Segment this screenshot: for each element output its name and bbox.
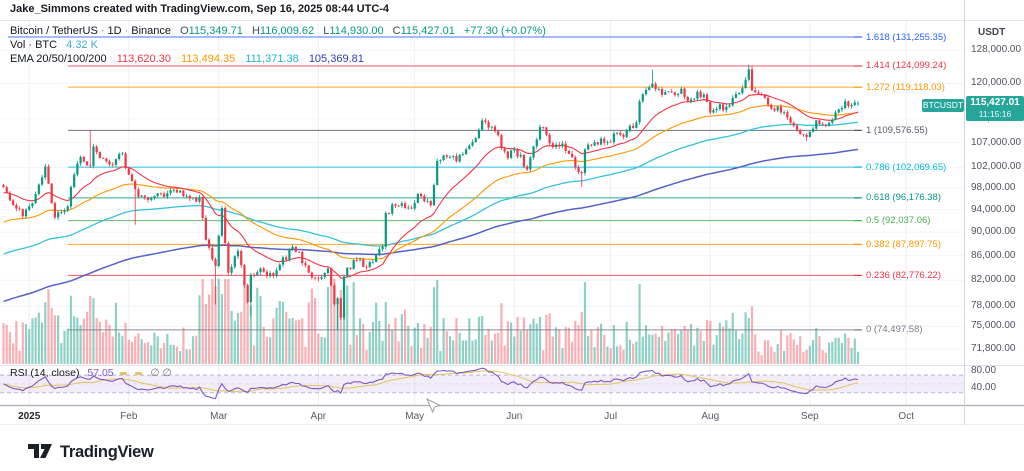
volume-bars-layer: [2, 279, 860, 364]
fib-label-0.236: 0.236 (82,776.22): [866, 269, 942, 281]
fib-label-0: 0 (74,497.58): [866, 324, 923, 336]
price-axis-tick: 120,000.00: [971, 77, 1022, 89]
volume-label: Vol · BTC: [10, 39, 58, 51]
rsi-pane: [0, 367, 964, 400]
fib-label-0.786: 0.786 (102,069.65): [866, 161, 947, 173]
time-axis-label-2025: 2025: [18, 411, 41, 422]
tradingview-logo[interactable]: TradingView: [28, 441, 154, 463]
time-axis-label-sep: Sep: [800, 411, 819, 422]
price-axis-tick: 82,000.00: [971, 274, 1016, 286]
fib-label-0.5: 0.5 (92,037.06): [866, 215, 931, 227]
open-value: 115,349.71: [188, 25, 243, 37]
candles-layer: [2, 64, 860, 330]
ema-100-line: [3, 121, 859, 255]
symbol-title: Bitcoin / TetherUS: [10, 25, 98, 37]
mouse-cursor-icon: [426, 397, 442, 414]
fib-label-1.414: 1.414 (124,099.24): [866, 60, 947, 72]
last-price-value: 115,427.01: [970, 97, 1020, 108]
ema100-value: 111,371.38: [245, 53, 299, 65]
rsi-axis-tick: 80.00: [971, 364, 997, 376]
price-axis-tick: 71,800.00: [971, 343, 1016, 354]
ema-label: EMA 20/50/100/200: [10, 53, 107, 65]
change-value: +77.30 (+0.07%): [463, 25, 546, 37]
time-axis-label-jul: Jul: [604, 411, 618, 422]
ema50-value: 113,494.35: [181, 53, 236, 65]
low-value: 114,930.00: [329, 25, 384, 37]
attribution-text: Jake_Simmons created with TradingView.co…: [10, 3, 390, 15]
price-axis-tick: 102,000.00: [971, 161, 1022, 173]
time-axis-label-may: May: [405, 411, 425, 422]
volume-legend-row[interactable]: Vol · BTC 4.32 K: [10, 38, 546, 52]
fib-label-1.272: 1.272 (119,118.03): [866, 81, 945, 93]
price-axis-tick: 107,000.00: [971, 136, 1022, 148]
fib-label-0.382: 0.382 (87,897.75): [866, 238, 942, 250]
high-key: H: [251, 25, 260, 37]
time-axis-label-oct: Oct: [898, 411, 914, 422]
price-axis-tick: 78,000.00: [971, 300, 1016, 312]
fib-label-1: 1 (109,576.55): [866, 124, 928, 136]
rsi-ma-line: [3, 370, 859, 393]
bar-countdown: 11:15:16: [978, 109, 1012, 119]
volume-value: 4.32 K: [66, 39, 98, 51]
rsi-ma-marker-icon: [119, 372, 127, 375]
ema-lines-layer: [3, 94, 859, 303]
rsi-label: RSI (14, close): [10, 367, 80, 379]
grid-layer: [0, 20, 964, 405]
legend-separator: ·: [100, 25, 105, 37]
price-axis-tick: 94,000.00: [971, 203, 1016, 215]
symbol-interval: 1D: [107, 25, 122, 37]
time-axis-label-mar: Mar: [210, 411, 228, 422]
open-key: O: [180, 25, 189, 37]
symbol-price-tag: BTCUSDT: [922, 99, 964, 112]
rsi-axis-tick: 40.00: [971, 382, 997, 394]
tradingview-logo-icon: [28, 443, 52, 458]
tradingview-logo-text: TradingView: [60, 442, 154, 461]
price-axis-tick: 90,000.00: [971, 226, 1016, 238]
fib-label-0.618: 0.618 (96,176.38): [866, 192, 942, 204]
symbol-exchange: Binance: [131, 25, 172, 37]
symbol-legend-row[interactable]: Bitcoin / TetherUS · 1D · Binance O115,349.7…: [10, 24, 546, 38]
close-value: 115,427.01: [400, 25, 455, 37]
price-axis-tick: 128,000.00: [971, 43, 1022, 55]
price-axis-tick: 86,000.00: [971, 249, 1016, 261]
rsi-band-marker-icon: [134, 372, 142, 375]
time-axis-label-jun: Jun: [506, 411, 523, 422]
low-key: L: [323, 25, 330, 37]
ema-legend-row[interactable]: EMA 20/50/100/200 113,620.30 113,494.35 …: [10, 52, 546, 66]
ema-50-line: [3, 105, 859, 260]
time-axis-label-apr: Apr: [310, 411, 327, 422]
rsi-empty-values: ∅ ∅: [150, 367, 172, 379]
ema-20-line: [3, 94, 859, 279]
ema200-value: 105,369.81: [308, 53, 364, 65]
rsi-legend-row[interactable]: RSI (14, close) 57.05 ∅ ∅: [10, 367, 172, 379]
ema20-value: 113,620.30: [116, 53, 171, 65]
pane-separators: [0, 0, 1024, 425]
legend-separator: ·: [124, 25, 129, 37]
fib-label-1.618: 1.618 (131,255.35): [866, 31, 947, 43]
rsi-line: [3, 367, 859, 400]
ema-200-line: [3, 148, 859, 303]
rsi-value: 57.05: [87, 367, 114, 379]
close-key: C: [392, 25, 401, 37]
last-price-badge: 115,427.01 11:15:16: [966, 96, 1024, 121]
chart-legend: Bitcoin / TetherUS · 1D · Binance O115,349.7…: [10, 24, 546, 66]
time-axis-label-feb: Feb: [120, 411, 138, 422]
fib-retracement-lines: [8, 36, 862, 331]
price-axis-tick: 98,000.00: [971, 182, 1016, 194]
time-axis-label-aug: Aug: [701, 411, 720, 422]
high-value: 116,009.62: [259, 25, 315, 37]
price-axis-currency[interactable]: USDT: [978, 27, 1006, 38]
price-axis-tick: 75,000.00: [971, 320, 1016, 332]
